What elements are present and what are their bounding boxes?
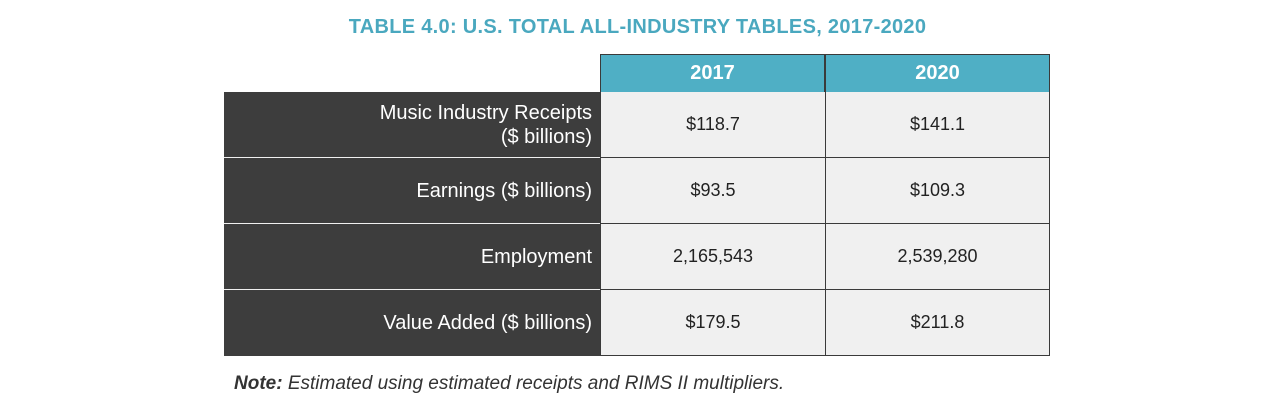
- table-note: Note: Estimated using estimated receipts…: [234, 373, 784, 395]
- table-cell: $109.3: [825, 158, 1050, 224]
- table-header-row: 2017 2020: [224, 54, 1050, 92]
- table-cell: $179.5: [600, 290, 825, 356]
- row-label: Employment: [224, 224, 600, 290]
- row-label-text: Value Added ($ billions): [383, 312, 592, 334]
- row-label: Earnings ($ billions): [224, 158, 600, 224]
- header-spacer: [224, 54, 600, 92]
- row-label: Music Industry Receipts ($ billions): [224, 92, 600, 158]
- table-title: TABLE 4.0: U.S. TOTAL ALL-INDUSTRY TABLE…: [348, 16, 927, 38]
- column-header-2017: 2017: [600, 54, 825, 92]
- row-label-text: Earnings ($ billions): [416, 179, 592, 202]
- note-text: Estimated using estimated receipts and R…: [282, 373, 785, 394]
- data-table: 2017 2020 Music Industry Receipts ($ bil…: [224, 54, 1050, 356]
- table-row: Earnings ($ billions) $93.5 $109.3: [224, 158, 1050, 224]
- table-row: Music Industry Receipts ($ billions) $11…: [224, 92, 1050, 158]
- table-cell: $93.5: [600, 158, 825, 224]
- row-label: Value Added ($ billions): [224, 290, 600, 356]
- table-cell: $118.7: [600, 92, 825, 158]
- row-label-text: Music Industry Receipts ($ billions): [379, 101, 592, 148]
- table-cell: 2,165,543: [600, 224, 825, 290]
- column-header-2020: 2020: [825, 54, 1050, 92]
- table-cell: $141.1: [825, 92, 1050, 158]
- note-label: Note:: [234, 373, 283, 394]
- table-row: Employment 2,165,543 2,539,280: [224, 224, 1050, 290]
- table-row: Value Added ($ billions) $179.5 $211.8: [224, 290, 1050, 356]
- table-cell: 2,539,280: [825, 224, 1050, 290]
- table-cell: $211.8: [825, 290, 1050, 356]
- row-label-text: Employment: [480, 245, 592, 268]
